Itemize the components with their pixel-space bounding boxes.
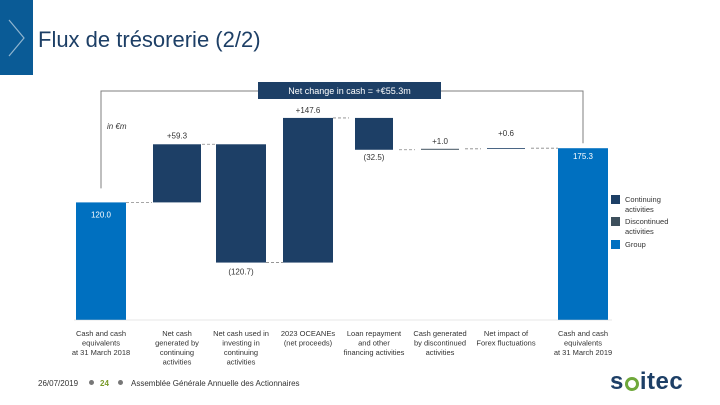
title-sidebar-accent: [0, 0, 33, 75]
footer-page-number: 24: [100, 379, 109, 388]
category-label-line: Cash and cash: [76, 329, 126, 338]
net-change-label: Net change in cash = +€55.3m: [288, 86, 411, 96]
category-label-line: Net impact of: [484, 329, 529, 338]
category-label-line: continuing: [160, 348, 194, 357]
legend-entry-line: activities: [625, 227, 654, 236]
footer-date: 26/07/2019: [38, 379, 79, 388]
category-label-line: Cash and cash: [558, 329, 608, 338]
category-label-line: Cash generated: [413, 329, 466, 338]
footer-separator-dot: [89, 380, 94, 385]
category-label: Cash and cash equivalents at 31 March 2018: [72, 329, 130, 357]
category-label: Loan repayment and other financing activit…: [344, 329, 405, 357]
category-label: Cash and cash equivalents at 31 March 2019: [554, 329, 612, 357]
legend-entry: Discontinued activities: [625, 217, 668, 236]
legend-swatch: [611, 240, 620, 249]
category-label-line: Loan repayment: [347, 329, 402, 338]
value-label: 120.0: [91, 210, 112, 219]
category-label-line: generated by: [155, 339, 199, 348]
value-label: +147.6: [296, 106, 321, 115]
category-label-line: activities: [227, 358, 256, 367]
category-label-line: and other: [358, 339, 390, 348]
legend-entry-line: Group: [625, 240, 646, 249]
category-label-line: continuing: [224, 348, 258, 357]
chevron-right-icon: [8, 19, 25, 57]
bar-6: [421, 148, 459, 150]
category-label-line: Forex fluctuations: [476, 339, 535, 348]
value-label: +0.6: [498, 129, 514, 138]
category-label-line: investing in: [222, 339, 260, 348]
unit-label: in €m: [107, 122, 127, 131]
bar-2: [153, 144, 201, 203]
legend-entry: Continuing activities: [625, 195, 661, 214]
category-label: Net cash used in investing in continuing ac…: [213, 329, 269, 367]
page-title: Flux de trésorerie (2/2): [38, 27, 261, 52]
category-label-line: at 31 March 2018: [72, 348, 130, 357]
category-label-line: (net proceeds): [284, 339, 333, 348]
bar-5: [355, 117, 393, 150]
category-label-line: at 31 March 2019: [554, 348, 612, 357]
value-label: (32.5): [364, 153, 385, 162]
value-label: +1.0: [432, 137, 448, 146]
category-label: 2023 OCEANEs (net proceeds): [281, 329, 335, 348]
category-label-line: activities: [426, 348, 455, 357]
footer-text: Assemblée Générale Annuelle des Actionna…: [131, 379, 300, 388]
category-label-line: activities: [163, 358, 192, 367]
category-label: Net impact of Forex fluctuations: [476, 329, 535, 348]
footer-separator-dot: [118, 380, 123, 385]
category-label-line: by discontinued: [414, 339, 466, 348]
value-label: +59.3: [167, 131, 188, 140]
legend-entry-line: Discontinued: [625, 217, 668, 226]
category-label-line: financing activities: [344, 348, 405, 357]
bar-8: [558, 148, 608, 320]
bar-1: [76, 202, 126, 320]
legend-swatch: [611, 217, 620, 226]
category-label: Net cash generated by continuing activities: [155, 329, 199, 367]
legend-entry-line: Continuing: [625, 195, 661, 204]
category-label-line: Net cash used in: [213, 329, 269, 338]
legend-swatch: [611, 195, 620, 204]
category-label-line: equivalents: [82, 339, 120, 348]
legend-entry-line: activities: [625, 205, 654, 214]
category-label-line: equivalents: [564, 339, 602, 348]
category-label-line: Net cash: [162, 329, 192, 338]
bar-7: [487, 148, 525, 150]
value-label: 175.3: [573, 152, 594, 161]
category-label: Cash generated by discontinued activities: [413, 329, 466, 357]
legend-entry: Group: [625, 240, 646, 249]
soitec-logo: s itec: [610, 368, 684, 395]
bar-3: [216, 144, 266, 263]
net-change-box: [258, 82, 441, 99]
category-label-line: 2023 OCEANEs: [281, 329, 335, 338]
bar-4: [283, 117, 333, 263]
value-label: (120.7): [228, 268, 254, 277]
